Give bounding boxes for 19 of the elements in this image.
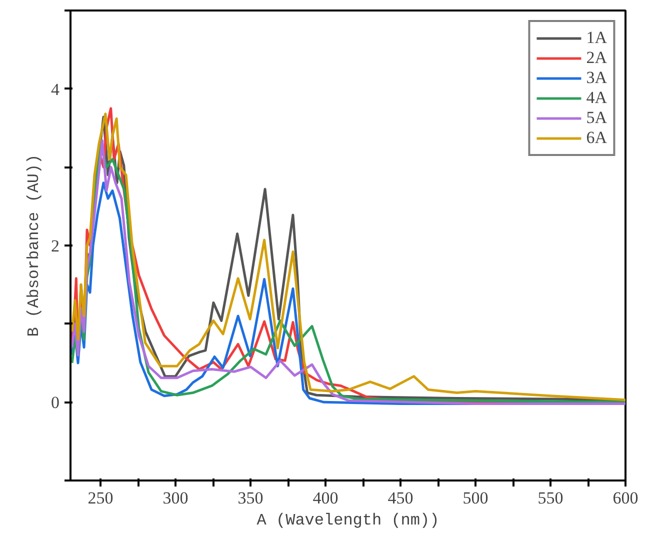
x-tick-label: 550 bbox=[538, 488, 564, 508]
legend-label: 1A bbox=[586, 28, 607, 48]
x-tick-label: 600 bbox=[612, 488, 638, 508]
legend-label: 2A bbox=[586, 48, 607, 68]
x-tick-label: 250 bbox=[88, 488, 114, 508]
x-tick-label: 400 bbox=[312, 488, 338, 508]
x-tick-label: 350 bbox=[238, 488, 264, 508]
legend-label: 3A bbox=[586, 68, 607, 88]
y-tick-label: 0 bbox=[51, 393, 60, 412]
y-axis-title: B (Absorbance (AU)) bbox=[25, 154, 43, 337]
y-tick-label: 2 bbox=[51, 236, 60, 256]
x-axis-title: A (Wavelength (nm)) bbox=[256, 512, 440, 530]
legend-label: 4A bbox=[586, 88, 607, 108]
legend-label: 6A bbox=[586, 128, 607, 148]
x-tick-label: 300 bbox=[162, 488, 188, 508]
x-tick-label: 450 bbox=[388, 488, 414, 508]
legend-label: 5A bbox=[586, 108, 607, 128]
y-tick-label: 4 bbox=[51, 80, 60, 99]
x-tick-label: 500 bbox=[462, 488, 488, 508]
